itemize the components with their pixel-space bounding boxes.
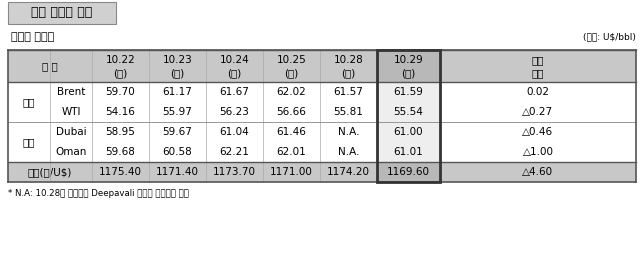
Text: WTI: WTI [61,107,81,117]
Text: N.A.: N.A. [338,147,359,157]
Text: 55.81: 55.81 [333,107,364,117]
Bar [8,50,636,82]
Bar [377,142,440,162]
Text: 국제 원유가 추이: 국제 원유가 추이 [31,6,93,19]
Bar [377,50,440,82]
Text: (화): (화) [113,68,127,78]
Text: 10.23: 10.23 [163,55,193,65]
Text: 10.25: 10.25 [276,55,307,65]
Text: 58.95: 58.95 [106,127,136,137]
Text: 0.02: 0.02 [527,87,550,97]
Text: 56.23: 56.23 [220,107,250,117]
Bar [8,162,636,182]
Text: 61.59: 61.59 [394,87,424,97]
Bar [377,50,440,182]
Text: 61.57: 61.57 [333,87,364,97]
Text: 61.67: 61.67 [220,87,250,97]
Text: 54.16: 54.16 [106,107,136,117]
Text: Brent: Brent [57,87,85,97]
Text: 62.02: 62.02 [276,87,307,97]
Bar [377,102,440,122]
Bar [8,122,636,142]
Text: 59.67: 59.67 [163,127,193,137]
Bar [8,2,116,24]
Bar [440,50,636,82]
Text: N.A.: N.A. [338,127,359,137]
Text: 62.21: 62.21 [220,147,250,157]
Text: 56.66: 56.66 [276,107,307,117]
Text: 전일: 전일 [532,55,544,65]
Text: 1174.20: 1174.20 [327,167,370,177]
Text: (목): (목) [227,68,242,78]
Text: 현물: 현물 [23,137,35,147]
Bar [377,82,440,102]
Text: 10.22: 10.22 [106,55,136,65]
Text: 10.28: 10.28 [333,55,364,65]
Text: △1.00: △1.00 [522,147,554,157]
Text: 55.54: 55.54 [394,107,424,117]
Text: 1171.00: 1171.00 [270,167,313,177]
Text: 60.58: 60.58 [163,147,193,157]
Text: * N.A: 10.28일 싱가포르 Deepavali 휴일로 거래정보 없음: * N.A: 10.28일 싱가포르 Deepavali 휴일로 거래정보 없음 [8,188,189,197]
Text: 환율(원/U$): 환율(원/U$) [28,167,72,177]
Text: 대비: 대비 [532,68,544,78]
Bar [8,102,636,122]
Text: 59.68: 59.68 [106,147,136,157]
Text: 61.17: 61.17 [163,87,193,97]
Text: 61.01: 61.01 [394,147,424,157]
Text: △0.27: △0.27 [522,107,554,117]
Text: △0.46: △0.46 [522,127,554,137]
Text: 61.00: 61.00 [394,127,423,137]
Text: (월): (월) [341,68,356,78]
Text: 1173.70: 1173.70 [213,167,256,177]
Bar [377,122,440,142]
Bar [8,142,636,162]
Text: Oman: Oman [55,147,86,157]
Text: 61.46: 61.46 [276,127,307,137]
Bar [377,162,440,182]
Bar [8,82,636,102]
Text: 59.70: 59.70 [106,87,136,97]
Text: 유 종: 유 종 [42,61,58,71]
Text: 1175.40: 1175.40 [99,167,142,177]
Text: (화): (화) [401,68,415,78]
Text: △4.60: △4.60 [522,167,554,177]
Text: 10.29: 10.29 [394,55,424,65]
Text: 1171.40: 1171.40 [156,167,199,177]
Text: 10.24: 10.24 [220,55,250,65]
Text: 1169.60: 1169.60 [387,167,430,177]
Text: 55.97: 55.97 [163,107,193,117]
Text: Dubai: Dubai [56,127,86,137]
Text: 62.01: 62.01 [276,147,307,157]
Text: 61.04: 61.04 [220,127,250,137]
Text: 〈일일 가격〉: 〈일일 가격〉 [11,32,54,42]
Text: (단위: U$/bbl): (단위: U$/bbl) [583,32,636,42]
Text: 선물: 선물 [23,97,35,107]
Text: (수): (수) [170,68,184,78]
Text: (금): (금) [284,68,299,78]
